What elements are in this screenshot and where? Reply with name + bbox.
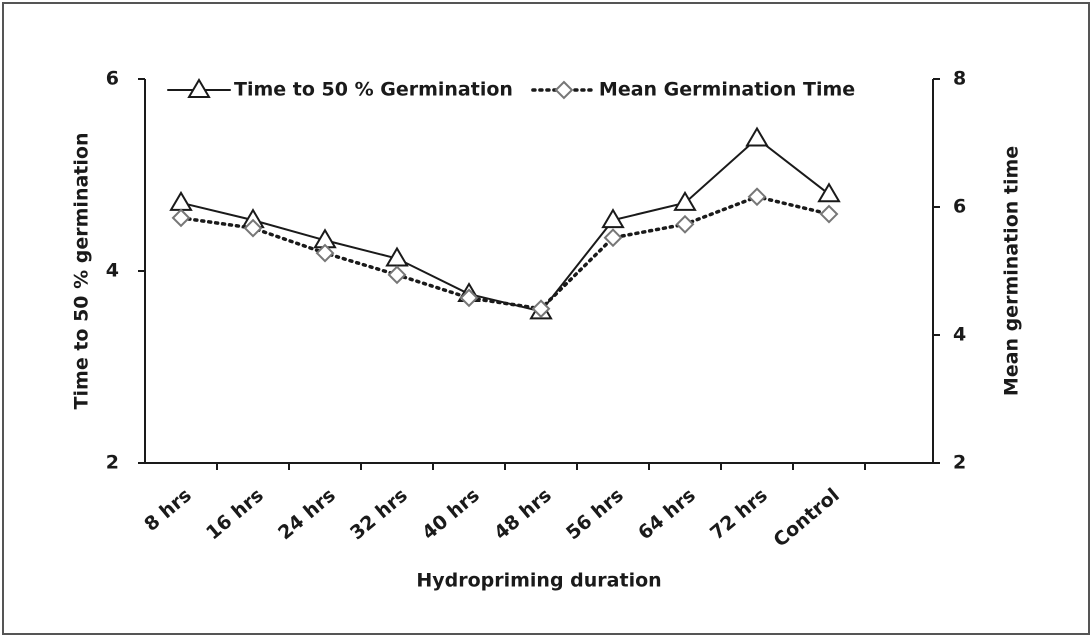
data-point [603, 228, 623, 248]
y2-tick-label: 6 [953, 196, 966, 218]
legend-marker [187, 78, 211, 98]
y-tick-label: 6 [106, 68, 119, 90]
legend-label: Time to 50 % Germination [234, 79, 513, 101]
data-point [531, 299, 551, 319]
data-point [747, 187, 767, 207]
legend-label: Mean Germination Time [599, 79, 855, 101]
y2-tick-label: 2 [953, 452, 966, 474]
data-point [819, 204, 839, 224]
legend-marker [554, 80, 574, 100]
data-point [387, 265, 407, 285]
data-point [817, 182, 841, 203]
x-axis-label: Hydropriming duration [416, 570, 661, 592]
y-tick-label: 2 [106, 452, 119, 474]
y2-tick-label: 8 [953, 68, 966, 90]
y2-axis-label: Mean germination time [1001, 146, 1023, 396]
data-point [745, 126, 769, 147]
y2-tick-label: 4 [953, 324, 966, 346]
y-axis-label: Time to 50 % germination [71, 133, 93, 410]
data-point [243, 218, 263, 238]
y-tick-label: 4 [106, 260, 119, 282]
data-point [315, 243, 335, 263]
data-point [171, 208, 191, 228]
data-point [673, 190, 697, 211]
data-point [459, 288, 479, 308]
data-point [675, 214, 695, 234]
series-line [179, 194, 831, 311]
data-point [601, 208, 625, 229]
